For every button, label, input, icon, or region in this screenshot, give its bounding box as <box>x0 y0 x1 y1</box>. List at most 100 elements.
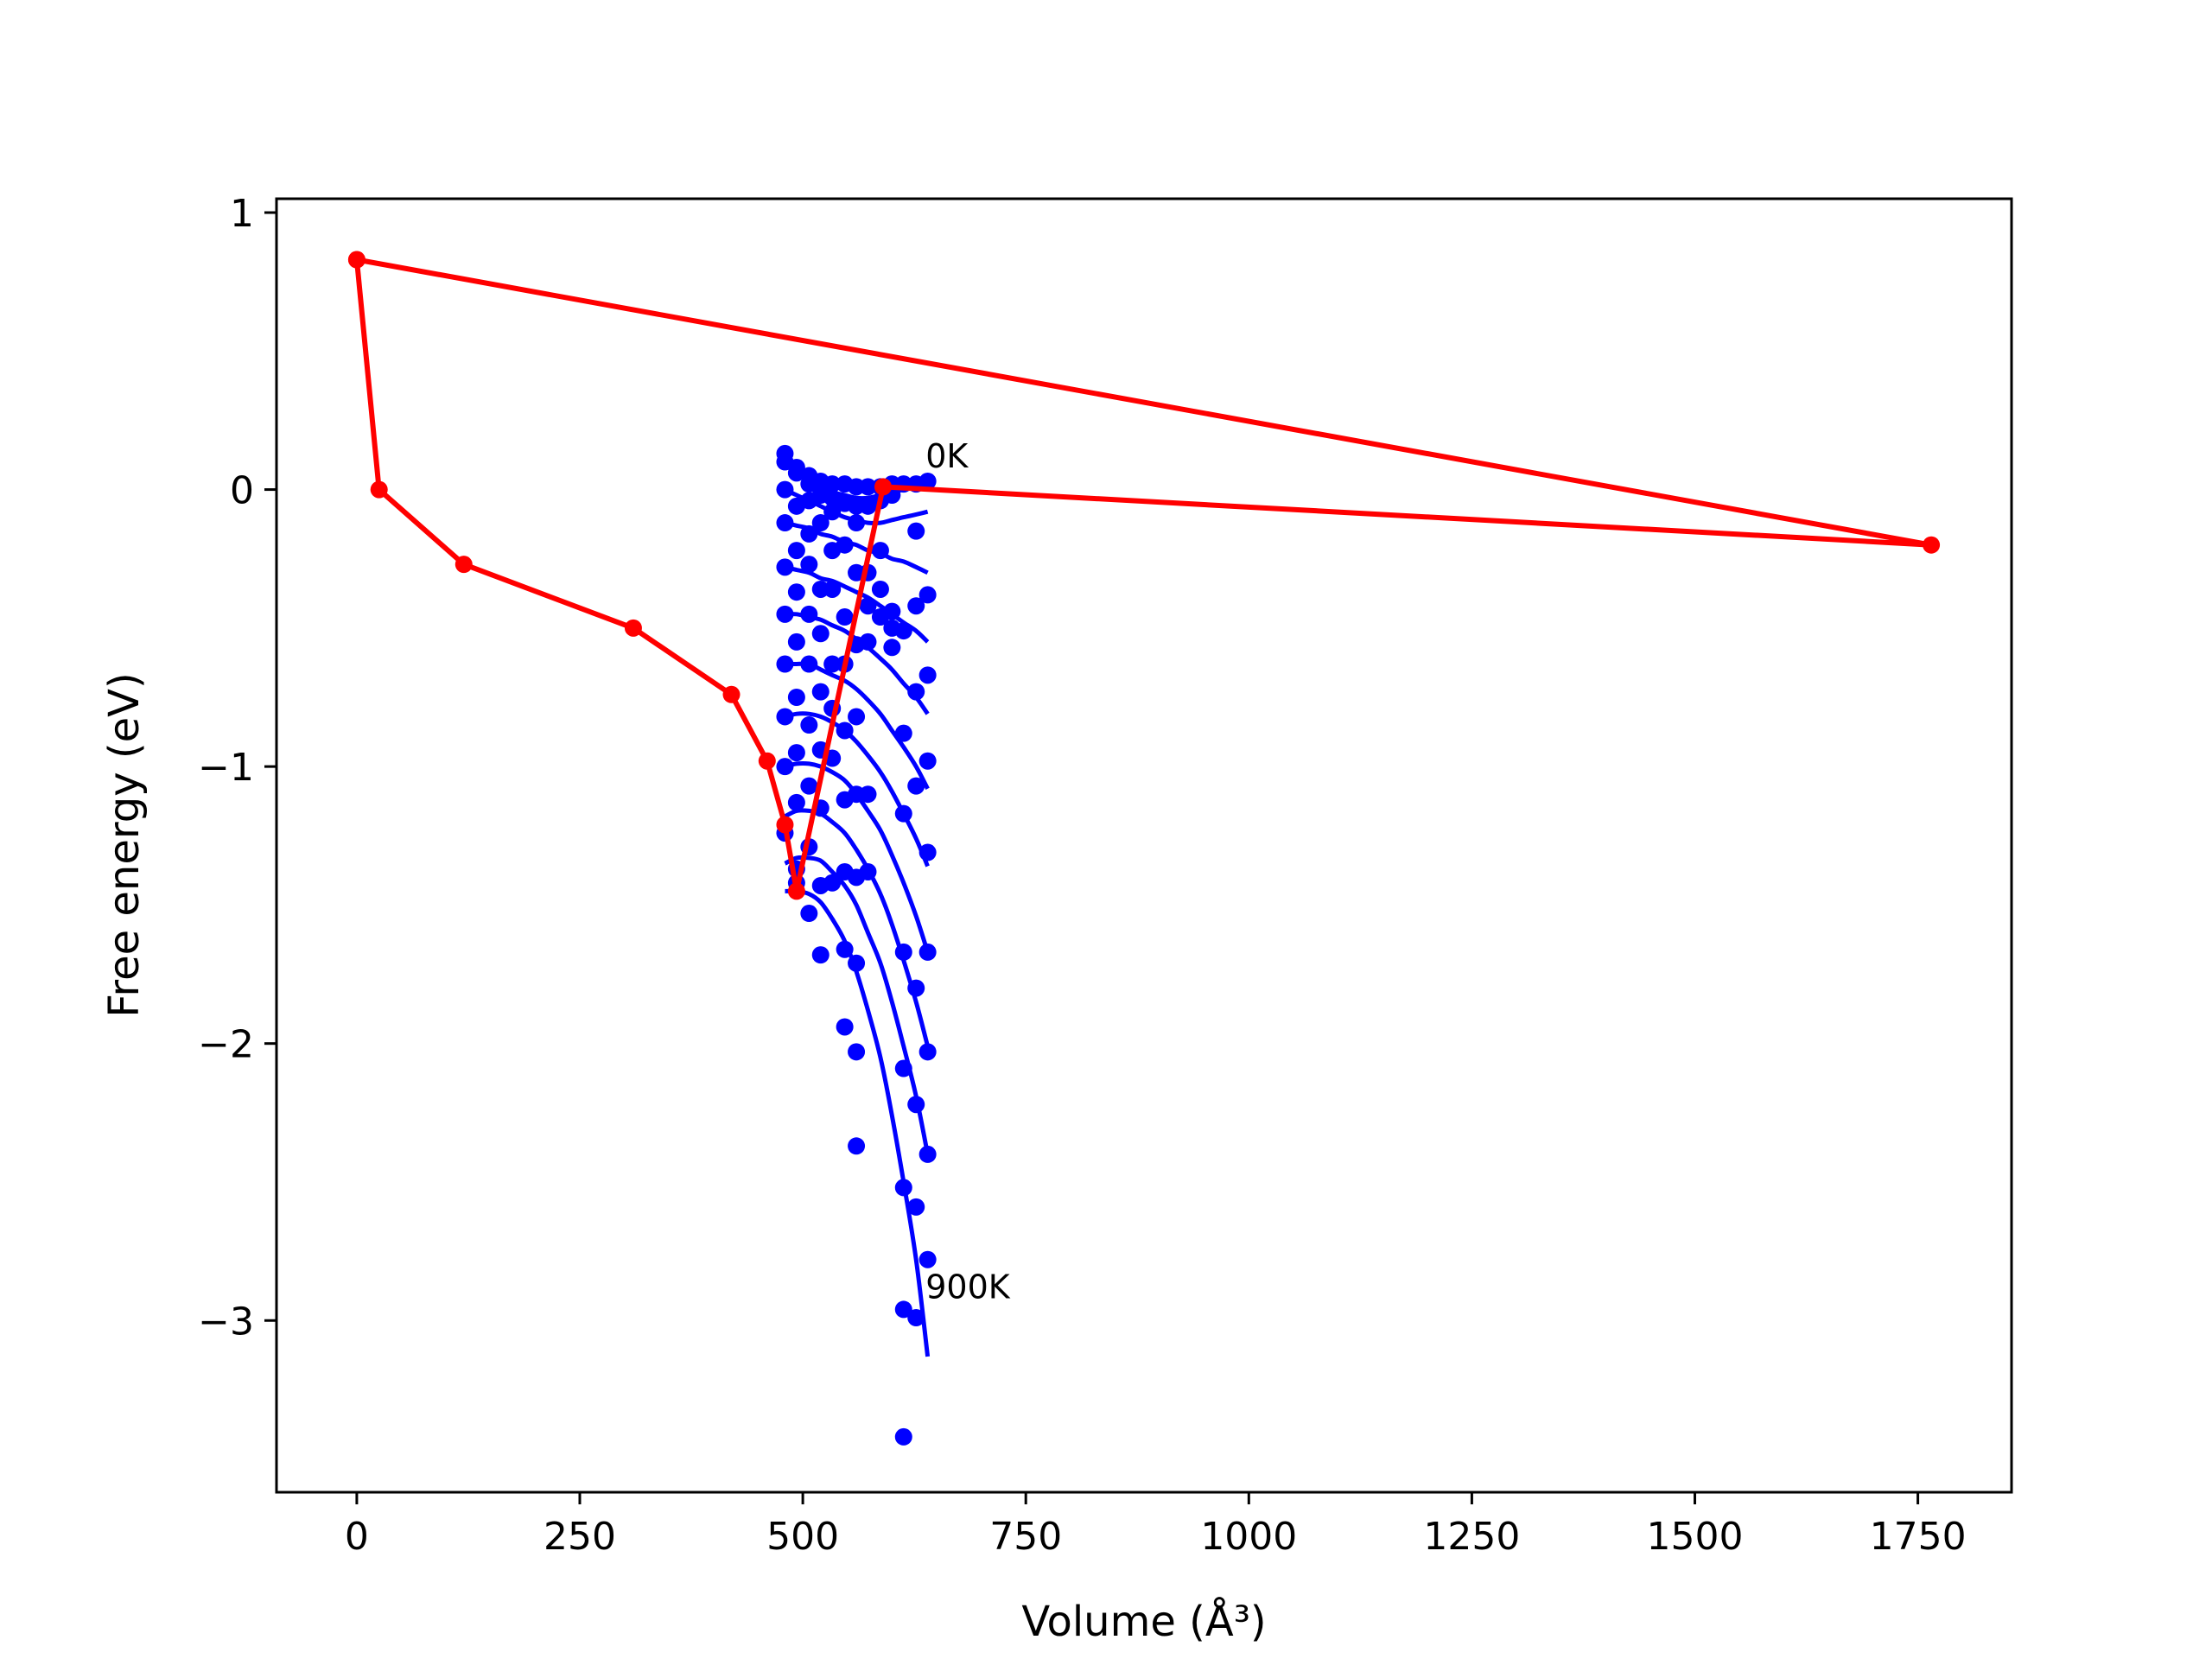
data-point-87 <box>787 744 805 762</box>
data-point-113 <box>800 905 818 923</box>
equilibrium-point-6 <box>776 816 794 834</box>
data-point-14 <box>787 464 805 482</box>
data-point-48 <box>894 724 912 742</box>
data-point-111 <box>907 1309 925 1327</box>
data-point-13 <box>776 453 794 471</box>
equilibrium-point-3 <box>624 619 642 637</box>
fit-curve-10 <box>784 855 931 1155</box>
data-point-88 <box>800 716 818 734</box>
equilibrium-point-9 <box>1923 536 1941 554</box>
x-tick-label-7: 1750 <box>1870 1515 1967 1559</box>
data-point-115 <box>894 1427 912 1446</box>
data-point-77 <box>800 655 818 673</box>
data-point-83 <box>894 1059 912 1077</box>
equilibrium-point-5 <box>758 752 776 770</box>
plot-area <box>347 251 1941 1446</box>
data-point-4 <box>823 475 842 493</box>
data-point-96 <box>787 793 805 811</box>
data-point-61 <box>894 804 912 823</box>
equilibrium-point-1 <box>370 480 388 499</box>
data-point-93 <box>907 1198 925 1216</box>
x-tick-label-0: 0 <box>345 1515 369 1559</box>
annotations: 0K 900K <box>925 437 1011 1306</box>
data-point-66 <box>800 605 818 623</box>
data-point-72 <box>894 943 912 961</box>
data-point-52 <box>787 583 805 601</box>
data-point-97 <box>800 777 818 795</box>
y-tick-label-3: −2 <box>198 1023 254 1067</box>
annotation-1: 900K <box>925 1268 1011 1306</box>
data-point-84 <box>907 1096 925 1114</box>
data-point-15 <box>800 475 818 493</box>
data-point-25 <box>776 480 794 499</box>
data-point-27 <box>800 492 818 510</box>
data-point-108 <box>836 1018 854 1036</box>
data-point-69 <box>836 721 854 740</box>
data-point-28 <box>811 514 830 532</box>
data-point-99 <box>823 874 842 892</box>
axis-ticks: 0 250 500 750 1000 1250 1500 1750 1 0 −1 −2 −3 <box>198 192 1966 1559</box>
annotation-0: 0K <box>925 437 969 475</box>
y-tick-label-1: 0 <box>230 469 254 513</box>
data-point-51 <box>776 558 794 576</box>
x-axis-label: Volume (Å³) <box>1021 1597 1266 1646</box>
data-point-92 <box>848 868 866 887</box>
fit-curve-11 <box>785 888 931 1357</box>
equilibrium-point-7 <box>787 882 805 900</box>
x-tick-label-4: 1000 <box>1200 1515 1297 1559</box>
data-point-49 <box>907 683 925 701</box>
data-point-24 <box>918 586 937 604</box>
data-point-109 <box>848 1043 866 1061</box>
data-point-59 <box>871 608 889 626</box>
x-tick-label-3: 750 <box>989 1515 1062 1559</box>
data-point-31 <box>848 514 866 532</box>
data-point-12 <box>918 472 937 490</box>
data-point-50 <box>918 752 937 770</box>
data-point-86 <box>776 708 794 726</box>
data-point-33 <box>871 542 889 560</box>
data-point-100 <box>836 940 854 958</box>
x-tick-label-5: 1250 <box>1423 1515 1520 1559</box>
data-point-63 <box>918 843 937 861</box>
data-point-44 <box>848 563 866 582</box>
data-point-7 <box>859 478 877 496</box>
x-tick-label-6: 1500 <box>1647 1515 1744 1559</box>
y-axis-label: Free energy (eV) <box>100 672 149 1017</box>
data-point-95 <box>776 758 794 776</box>
data-point-107 <box>811 946 830 964</box>
data-point-36 <box>907 597 925 615</box>
data-point-62 <box>907 777 925 795</box>
data-point-60 <box>883 619 901 637</box>
data-point-46 <box>871 580 889 598</box>
y-tick-label-4: −3 <box>198 1300 254 1344</box>
data-point-65 <box>787 632 805 651</box>
data-point-42 <box>823 542 842 560</box>
data-point-74 <box>918 943 937 961</box>
data-point-47 <box>883 639 901 657</box>
data-point-76 <box>787 689 805 707</box>
data-point-58 <box>859 597 877 615</box>
data-point-54 <box>811 625 830 643</box>
data-point-68 <box>823 655 842 673</box>
data-point-81 <box>848 785 866 804</box>
equilibrium-point-2 <box>454 556 473 574</box>
equilibrium-point-8 <box>874 478 893 496</box>
data-point-102 <box>894 1179 912 1197</box>
data-point-103 <box>918 1250 937 1268</box>
data-point-23 <box>907 522 925 540</box>
data-point-29 <box>823 503 842 521</box>
equilibrium-point-10 <box>347 251 365 269</box>
x-tick-label-2: 500 <box>766 1515 839 1559</box>
data-point-75 <box>776 655 794 673</box>
x-tick-label-1: 250 <box>543 1515 616 1559</box>
y-tick-label-0: 1 <box>230 192 254 236</box>
data-point-73 <box>907 979 925 997</box>
data-point-114 <box>848 1137 866 1155</box>
data-point-70 <box>848 708 866 726</box>
data-point-85 <box>918 1043 937 1061</box>
data-point-64 <box>776 605 794 623</box>
data-point-43 <box>836 608 854 626</box>
data-point-67 <box>811 683 830 701</box>
